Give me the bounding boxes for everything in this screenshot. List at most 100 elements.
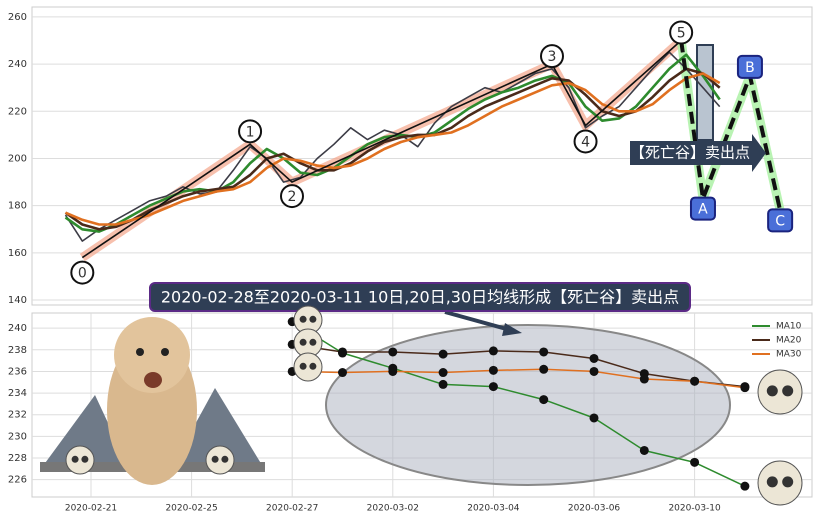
skull-eye [766, 385, 778, 397]
ma-point [639, 445, 649, 455]
annotation-text: 【死亡谷】卖出点 [630, 144, 750, 162]
ma-point [338, 347, 347, 357]
mountain [170, 388, 265, 470]
wave-label: 1 [246, 124, 255, 140]
annotation-box [630, 134, 766, 172]
price-line [64, 72, 721, 226]
ma-point [438, 379, 448, 389]
y-tick-label: 238 [8, 345, 27, 356]
legend-label: MA20 [776, 336, 802, 346]
y-tick-label: 240 [8, 59, 27, 70]
ma-point [488, 382, 498, 392]
ma-point [438, 349, 448, 359]
ma-line [292, 368, 745, 389]
ma-point [539, 347, 549, 357]
mountain [40, 395, 130, 470]
y-tick-label: 236 [8, 366, 27, 377]
wave-label: 4 [581, 134, 590, 150]
ma-point [589, 353, 599, 363]
skull-eye [211, 455, 219, 463]
poodle-eye [136, 348, 144, 356]
ma-point [539, 395, 549, 405]
y-tick-label: 228 [8, 453, 27, 464]
overlay: 2020-02-28至2020-03-11 10日,20日,30日均线形成【死亡… [65, 282, 803, 506]
ma-point [488, 365, 498, 375]
x-tick-label: 2020-02-25 [165, 504, 217, 514]
y-tick-label: 234 [8, 388, 27, 399]
ma-line [292, 343, 745, 388]
wave-label-circle [70, 260, 95, 285]
skull-eye [309, 362, 317, 370]
price-line [64, 67, 721, 231]
box-decoration [696, 44, 714, 141]
skull-eye [299, 315, 307, 323]
ma-point [388, 347, 398, 357]
wave-label-box [689, 196, 716, 221]
ma-point [690, 457, 700, 467]
wave-label: 2 [288, 189, 297, 205]
x-tick-label: 2020-03-04 [467, 504, 520, 514]
wave-label-circle [238, 119, 263, 144]
skull-eye [71, 455, 79, 463]
legend-label: MA10 [776, 322, 802, 332]
skull-eye [221, 455, 229, 463]
wave-label: B [745, 60, 755, 76]
skull-eye [309, 338, 317, 346]
top-plot: 140 160 180 200 220 240 260 0 1 2 3 4 5 A B C 【死亡谷】卖出点 [8, 12, 812, 306]
decorations [40, 317, 265, 485]
y-tick-label: 240 [8, 323, 27, 334]
highlight-ellipse [325, 324, 731, 486]
wave-label-circle [280, 184, 304, 209]
skull-eye [766, 476, 778, 488]
wave-label: 3 [548, 49, 557, 65]
ma-point [388, 366, 398, 376]
poodle-head [114, 317, 190, 393]
wave-label-circle [669, 20, 694, 45]
wave-line-dashed [679, 40, 783, 211]
wave-label: A [698, 202, 708, 218]
banner-arrow-head [502, 323, 522, 336]
skull-eye [782, 476, 794, 488]
poodle-mouth [144, 372, 162, 388]
banner-box [149, 282, 691, 312]
ma-line [291, 321, 746, 487]
y-tick-label: 140 [8, 295, 27, 306]
skull-eye [299, 362, 307, 370]
skull [205, 445, 235, 475]
skull [65, 445, 95, 475]
wave-line [81, 39, 682, 259]
y-tick-label: 230 [8, 431, 27, 442]
ma-point [690, 376, 700, 386]
x-tick-label: 2020-03-06 [568, 504, 621, 514]
ma-point [539, 364, 549, 374]
ma-point [488, 346, 498, 356]
y-tick-label: 232 [8, 410, 27, 421]
y-tick-label: 180 [8, 201, 27, 212]
skull-eye [81, 455, 89, 463]
chart-title: 2020-02-28至2020-03-11 10日,20日,30日均线形成【死亡… [161, 288, 679, 307]
skull [293, 352, 323, 382]
skull [757, 460, 803, 506]
x-tick-label: 2020-03-02 [367, 504, 419, 514]
ma-point [740, 481, 750, 491]
skull-eye [782, 385, 794, 397]
skull [757, 369, 803, 415]
ma-point [740, 383, 750, 393]
legend-label: MA30 [776, 350, 802, 360]
ma-point [639, 374, 649, 384]
ma-point [589, 413, 599, 423]
y-tick-label: 160 [8, 248, 27, 259]
wave-label-circle [573, 129, 598, 154]
skull-eye [309, 315, 317, 323]
y-tick-label: 200 [8, 153, 27, 164]
wave-label: C [775, 213, 785, 229]
y-tick-label: 260 [8, 12, 27, 23]
x-tick-label: 2020-02-27 [266, 504, 318, 514]
poodle-eye [161, 348, 169, 356]
wave-label-box [767, 208, 794, 233]
price-line [64, 51, 721, 242]
x-tick-label: 2020-03-10 [668, 504, 721, 514]
ma-point [438, 368, 448, 378]
y-tick-label: 220 [8, 106, 27, 117]
